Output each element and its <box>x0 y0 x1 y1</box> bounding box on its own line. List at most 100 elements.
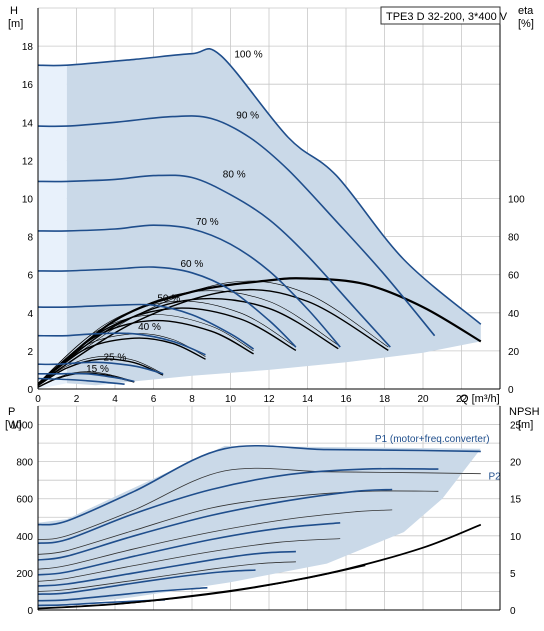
right-tick-label: 5 <box>510 569 516 580</box>
right-tick-label: 80 <box>508 233 520 244</box>
p2-curve <box>37 509 393 570</box>
right-tick-label: 60 <box>508 271 520 282</box>
p1-curve <box>37 569 256 595</box>
x-tick-label: 16 <box>340 394 352 405</box>
speed-curve <box>37 47 482 325</box>
upper-y-unit: [m] <box>8 18 23 30</box>
speed-curve <box>38 372 135 383</box>
p2-curve <box>37 561 296 592</box>
efficiency-curve-bold <box>37 337 206 385</box>
y-tick-label: 6 <box>27 271 33 282</box>
right-tick-label: 0 <box>508 385 514 396</box>
chart-title: TPE3 D 32-200, 3*400 V <box>386 11 508 23</box>
y-tick-label: 400 <box>16 532 33 543</box>
operating-region <box>66 48 481 386</box>
lower-axes: 0 200 400 600 800 1000 0 5 10 15 20 25 <box>11 406 522 617</box>
x-tick-label: 4 <box>112 394 118 405</box>
right-tick-label: 10 <box>510 532 522 543</box>
power-legend-label: P2 <box>488 471 501 482</box>
power-region <box>38 445 481 609</box>
speed-curve-label: 100 % <box>234 50 262 61</box>
right-tick-label: 0 <box>510 606 516 617</box>
speed-curve <box>37 266 297 348</box>
upper-y-label: H <box>10 5 18 17</box>
p1-curve <box>37 444 481 526</box>
right-tick-label: 25 <box>510 421 522 432</box>
upper-right-label: eta <box>518 5 534 17</box>
y-tick-label: 8 <box>27 233 33 244</box>
right-tick-label: 20 <box>508 347 520 358</box>
speed-curve <box>37 174 391 348</box>
y-tick-label: 1000 <box>11 421 34 432</box>
x-tick-label: 2 <box>74 394 80 405</box>
npsh-curve-secondary <box>37 564 366 610</box>
y-tick-label: 800 <box>16 458 33 469</box>
p1-curve <box>37 550 296 587</box>
right-tick-label: 15 <box>510 495 522 506</box>
upper-operating-region <box>38 48 481 389</box>
y-tick-label: 600 <box>16 495 33 506</box>
speed-curve-label: 15 % <box>86 364 109 375</box>
x-tick-label: 6 <box>151 394 157 405</box>
y-tick-label: 16 <box>22 80 34 91</box>
x-tick-label: 20 <box>417 394 429 405</box>
p1-curve <box>37 467 439 544</box>
speed-curve-label: 50 % <box>157 293 180 304</box>
p1-curve <box>37 599 166 607</box>
lower-right-unit: [m] <box>518 419 533 431</box>
speed-curve <box>37 361 164 375</box>
y-tick-label: 0 <box>27 385 33 396</box>
x-tick-label: 14 <box>302 394 314 405</box>
speed-curve-label: 90 % <box>236 110 259 121</box>
speed-curve-label: 40 % <box>138 322 161 333</box>
upper-axes: 0 2 4 6 8 10 12 14 16 18 0 20 40 60 80 100 0 2 4 6 8 10 12 14 16… <box>22 8 525 405</box>
speed-curve <box>37 115 436 337</box>
speed-curve <box>37 332 206 356</box>
y-tick-label: 4 <box>27 309 33 320</box>
speed-curve <box>37 303 255 350</box>
efficiency-curve-thin <box>37 314 254 384</box>
x-tick-label: 0 <box>35 394 41 405</box>
chart-title-box <box>380 6 501 25</box>
y-tick-label: 12 <box>22 156 34 167</box>
lower-y-unit: [W] <box>5 419 22 431</box>
p2-curve <box>37 490 439 555</box>
speed-curve-label: 60 % <box>180 259 203 270</box>
speed-curve-label: 70 % <box>196 217 219 228</box>
efficiency-curve-thin <box>37 356 164 386</box>
lower-operating-region <box>38 445 481 609</box>
p1-curve <box>37 586 208 602</box>
p2-curve <box>37 538 341 582</box>
efficiency-curve-thin <box>37 280 389 384</box>
speed-curve-label: 25 % <box>103 352 126 363</box>
y-tick-label: 10 <box>22 195 34 206</box>
y-tick-label: 200 <box>16 569 33 580</box>
right-tick-label: 20 <box>510 458 522 469</box>
y-tick-label: 14 <box>22 118 34 129</box>
x-tick-label: 18 <box>379 394 391 405</box>
y-tick-label: 0 <box>27 606 33 617</box>
x-tick-label: 22 <box>456 394 468 405</box>
p1-curve <box>37 522 341 576</box>
speed-curve <box>37 377 125 385</box>
x-axis-label: Q [m³/h] <box>460 393 500 405</box>
power-legend-label: P1 (motor+freq.converter) <box>375 434 490 445</box>
p2-curve <box>37 467 481 540</box>
speed-curve-label: 80 % <box>223 170 246 181</box>
speed-curve <box>37 224 341 348</box>
upper-curves: 100 % 90 % 80 % 70 % 60 % 50 % 40 % 25 %15 % <box>37 47 482 388</box>
lower-curves: P1 (motor+freq.converter) P2 <box>37 434 501 610</box>
upper-right-unit: [%] <box>518 18 534 30</box>
x-tick-label: 8 <box>189 394 195 405</box>
lower-right-label: NPSH <box>509 406 540 418</box>
p1-curve <box>37 488 393 561</box>
low-flow-region <box>38 65 67 389</box>
y-tick-label: 18 <box>22 42 34 53</box>
x-tick-label: 10 <box>225 394 237 405</box>
x-tick-label: 12 <box>263 394 275 405</box>
efficiency-curve-bold <box>37 297 339 385</box>
right-tick-label: 100 <box>508 195 525 206</box>
y-tick-label: 2 <box>27 347 33 358</box>
